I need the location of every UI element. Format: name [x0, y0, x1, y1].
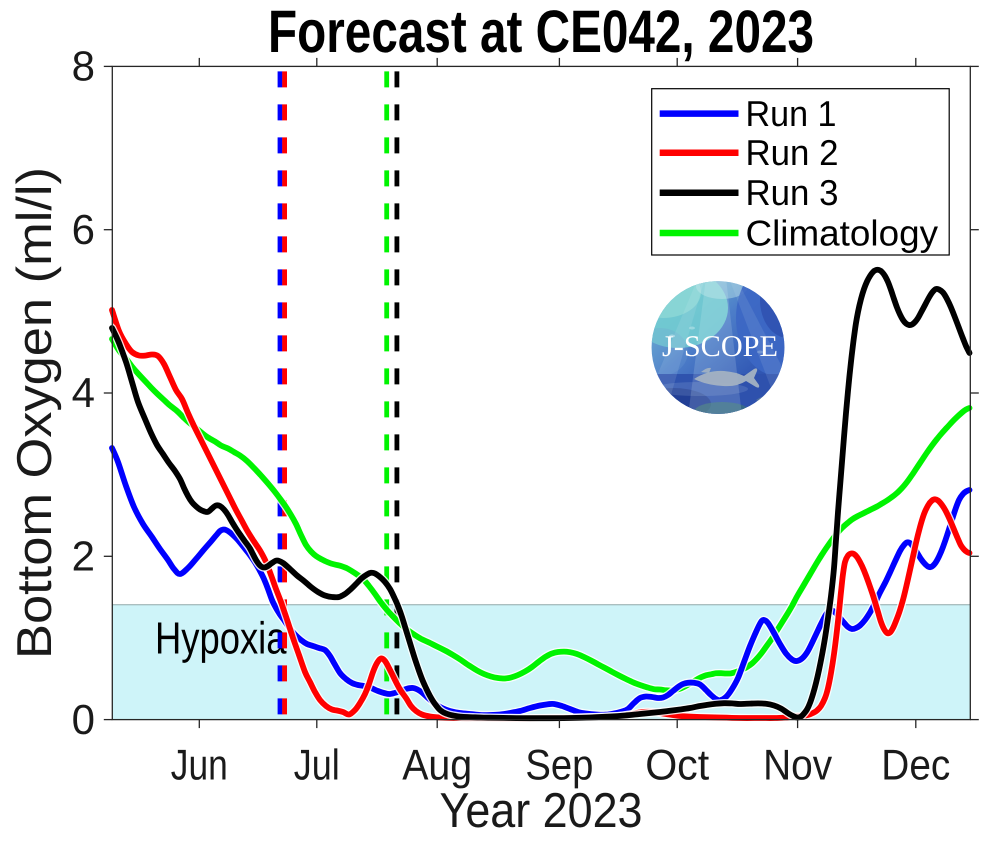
svg-text:6: 6	[72, 206, 95, 253]
svg-text:8: 8	[72, 43, 95, 90]
svg-text:0: 0	[72, 696, 95, 743]
svg-text:2: 2	[72, 533, 95, 580]
svg-text:Hypoxia: Hypoxia	[155, 613, 287, 664]
svg-text:Climatology: Climatology	[746, 212, 939, 253]
svg-text:Year 2023: Year 2023	[440, 784, 643, 838]
svg-text:Jun: Jun	[171, 742, 228, 790]
svg-text:Jul: Jul	[294, 742, 340, 790]
svg-text:Run 3: Run 3	[746, 172, 839, 213]
svg-text:Run 1: Run 1	[746, 93, 837, 134]
svg-text:J-SCOPE: J-SCOPE	[662, 330, 778, 363]
svg-text:Forecast at CE042, 2023: Forecast at CE042, 2023	[268, 0, 814, 65]
svg-text:Oct: Oct	[645, 742, 709, 790]
svg-text:4: 4	[72, 369, 95, 416]
svg-text:Dec: Dec	[881, 742, 950, 790]
svg-text:Run 2: Run 2	[746, 132, 839, 173]
svg-text:Aug: Aug	[402, 742, 472, 790]
svg-text:Sep: Sep	[525, 742, 593, 790]
svg-text:Nov: Nov	[763, 742, 832, 790]
svg-text:Bottom Oxygen (ml/l): Bottom Oxygen (ml/l)	[8, 167, 62, 659]
